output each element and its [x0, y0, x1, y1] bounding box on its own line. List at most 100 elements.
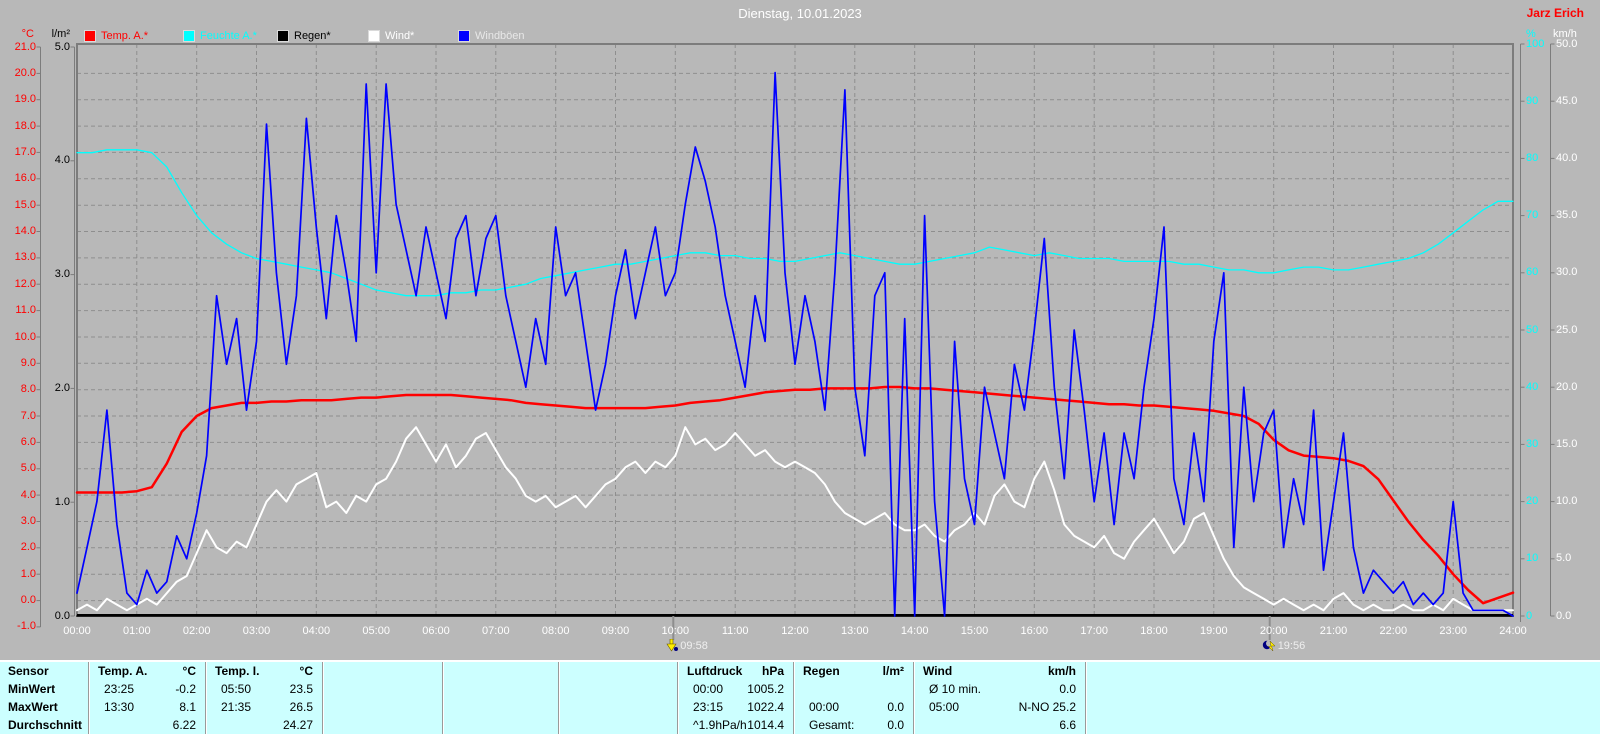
cell-time: ^1.9hPa/h — [693, 718, 747, 732]
table-column-header: Wind km/h — [914, 662, 1085, 680]
cell-time — [568, 716, 574, 734]
temp-tick-label: -1.0 — [17, 620, 36, 633]
rain-axis-unit: l/m² — [51, 28, 70, 40]
time-tick-label: 09:00 — [601, 625, 630, 637]
wind-tick-label: 0.0 — [1556, 609, 1572, 622]
cell-time — [452, 698, 458, 716]
cell-time: 05:00 — [929, 700, 960, 714]
table-cell-row: Ø 10 min. 0.0 — [914, 680, 1085, 698]
temp-tick-label: 16.0 — [14, 172, 36, 185]
legend-item-4: Wind* — [368, 30, 414, 42]
time-tick-label: 20:00 — [1259, 625, 1288, 637]
wind-tick-label: 20.0 — [1556, 380, 1578, 393]
temp-tick-label: 2.0 — [20, 541, 36, 554]
cell-time — [1095, 698, 1101, 716]
legend-swatch-icon — [458, 30, 470, 42]
table-cell-row — [443, 716, 558, 734]
rain-tick-label: 1.0 — [54, 495, 70, 508]
table-cell-row: 6.22 — [89, 716, 205, 734]
cell-time: 13:30 — [104, 700, 135, 714]
table-rowlabel-column: Sensor MinWert MaxWert Durchschnitt — [0, 662, 88, 734]
sunset-marker: 19:56 — [1262, 639, 1305, 652]
temp-tick-label: 4.0 — [20, 488, 36, 501]
temp-tick-label: 14.0 — [14, 225, 36, 237]
table-column-temp-a-: Temp. A. °C 23:25 -0.2 13:30 8.1 6.22 — [88, 662, 205, 734]
table-cell-row — [559, 716, 677, 734]
table-column-temp-i-: Temp. I. °C 05:50 23.5 21:35 26.5 24.27 — [205, 662, 322, 734]
statistics-table: Sensor MinWert MaxWert Durchschnitt Temp. A.… — [0, 660, 1600, 734]
legend-label: Feuchte A.* — [200, 30, 257, 42]
cell-value: 6.22 — [172, 718, 196, 732]
column-unit: hPa — [761, 664, 784, 678]
column-title: Temp. A. — [98, 664, 148, 678]
sunrise-marker-icon — [666, 639, 679, 652]
cell-value: 0.0 — [887, 718, 904, 732]
temp-tick-label: 3.0 — [20, 515, 36, 527]
cell-time: 00:00 — [693, 682, 724, 696]
cell-time — [332, 716, 338, 734]
wind-tick-label: 15.0 — [1556, 437, 1578, 450]
table-column-empty-8 — [1085, 662, 1600, 734]
temp-tick-label: 18.0 — [14, 119, 36, 132]
temp-tick-label: 13.0 — [14, 251, 36, 264]
time-tick-label: 23:00 — [1439, 625, 1467, 637]
temp-tick-label: 17.0 — [14, 145, 36, 158]
legend-item-2: Feuchte A.* — [183, 30, 257, 42]
table-cell-row: ^1.9hPa/h 1014.4 — [678, 716, 793, 734]
cell-value: 6.6 — [1059, 718, 1076, 732]
legend-label: Wind* — [385, 30, 415, 42]
temp-tick-label: 0.0 — [20, 594, 36, 607]
temp-tick-label: 21.0 — [14, 40, 36, 53]
time-tick-label: 08:00 — [541, 625, 570, 637]
temp-tick-label: 20.0 — [14, 66, 36, 79]
table-cell-row: 24.27 — [206, 716, 322, 734]
cell-time — [803, 680, 809, 698]
humidity-axis-unit: % — [1526, 28, 1536, 40]
rain-tick-label: 3.0 — [54, 268, 70, 281]
rain-tick-label: 4.0 — [54, 154, 70, 167]
temp-tick-label: 8.0 — [20, 383, 36, 396]
column-unit: km/h — [1047, 664, 1076, 678]
column-unit: °C — [299, 664, 313, 678]
cell-time — [332, 680, 338, 698]
temp-tick-label: 9.0 — [20, 356, 36, 369]
time-tick-label: 24:00 — [1499, 625, 1527, 637]
cell-value: 1005.2 — [747, 682, 784, 696]
table-cell-row: 21:35 26.5 — [206, 698, 322, 716]
table-cell-row — [323, 716, 442, 734]
humidity-tick-label: 20 — [1526, 495, 1539, 508]
station-owner-label: Jarz Erich — [1526, 6, 1584, 20]
cell-time: 23:25 — [104, 682, 135, 696]
table-column-empty-2 — [322, 662, 442, 734]
humidity-tick-label: 0 — [1526, 609, 1533, 622]
time-tick-label: 15:00 — [960, 625, 989, 637]
temp-tick-label: 19.0 — [14, 93, 36, 106]
legend-swatch-icon — [183, 30, 195, 42]
table-row-label: Sensor — [8, 664, 49, 678]
rain-tick-label: 5.0 — [54, 40, 70, 53]
column-title: Luftdruck — [687, 664, 743, 678]
table-cell-row — [559, 680, 677, 698]
temp-tick-label: 1.0 — [20, 567, 36, 580]
wind-tick-label: 10.0 — [1556, 495, 1578, 508]
time-tick-label: 18:00 — [1140, 625, 1168, 637]
cell-time — [452, 680, 458, 698]
table-column-header: Luftdruck hPa — [678, 662, 793, 680]
table-column-luftdruck: Luftdruck hPa 00:00 1005.2 23:15 1022.4 ^1.9hP… — [677, 662, 793, 734]
time-tick-label: 01:00 — [123, 625, 151, 637]
temp-tick-label: 12.0 — [14, 277, 36, 290]
table-column-regen: Regen l/m² 00:00 0.0 Gesamt: 0.0 — [793, 662, 913, 734]
table-cell-row: 05:50 23.5 — [206, 680, 322, 698]
time-tick-label: 22:00 — [1379, 625, 1408, 637]
time-tick-label: 13:00 — [841, 625, 869, 637]
table-column-header — [559, 662, 677, 680]
table-cell-row — [559, 698, 677, 716]
legend-swatch-icon — [84, 30, 96, 42]
humidity-tick-label: 90 — [1526, 94, 1539, 107]
table-column-header — [443, 662, 558, 680]
table-column-header: Temp. I. °C — [206, 662, 322, 680]
table-cell-row — [323, 680, 442, 698]
cell-time — [1095, 680, 1101, 698]
humidity-tick-label: 70 — [1526, 209, 1539, 222]
